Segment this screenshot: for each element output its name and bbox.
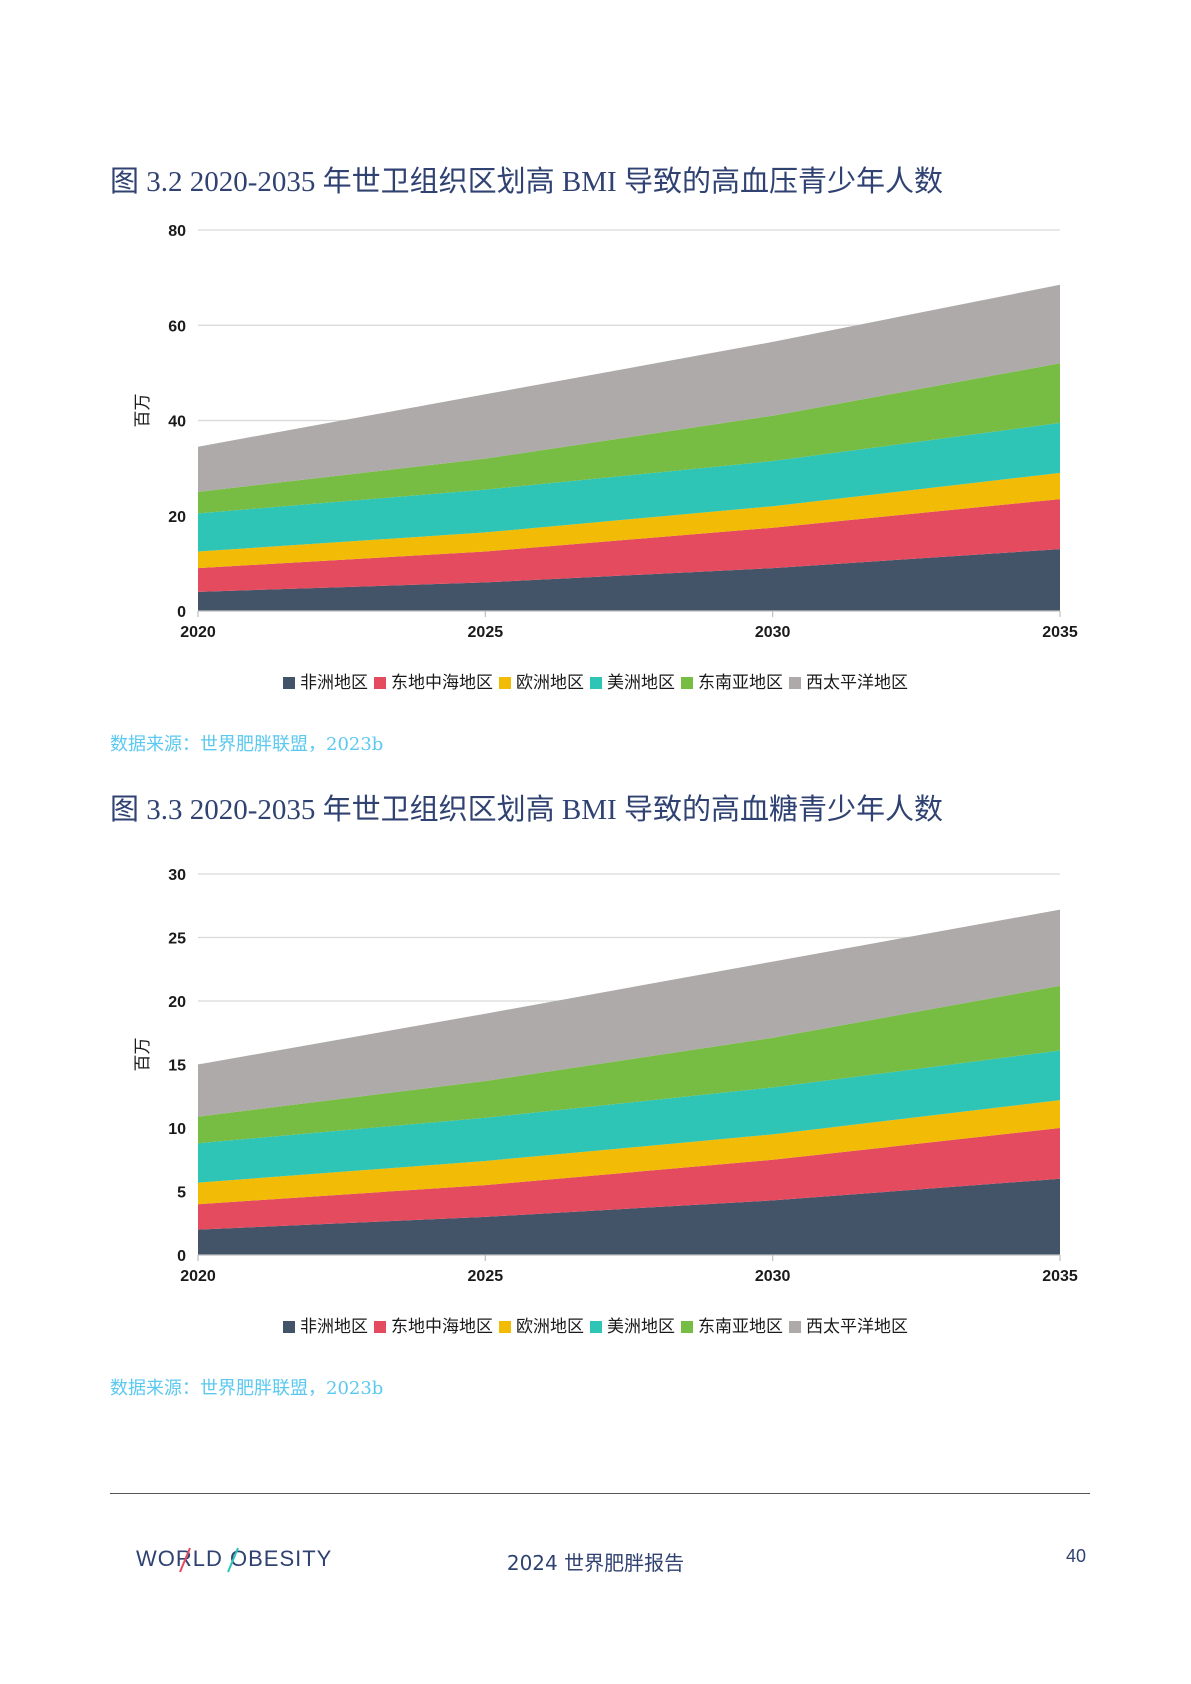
legend-item: 欧洲地区 <box>499 668 584 693</box>
legend-label: 西太平洋地区 <box>806 1317 908 1337</box>
y-axis-label: 百万 <box>133 1038 153 1072</box>
x-tick-label: 2035 <box>1042 624 1078 641</box>
legend-item: 东地中海地区 <box>374 668 493 693</box>
x-tick-label: 2025 <box>468 1268 504 1285</box>
legend-item: 美洲地区 <box>590 668 675 693</box>
area-series <box>198 909 1060 1117</box>
legend-swatch <box>681 677 693 689</box>
legend-label: 欧洲地区 <box>516 673 584 693</box>
area-series <box>198 363 1060 514</box>
report-title: 2024 世界肥胖报告 <box>506 1551 685 1575</box>
legend-item: 东南亚地区 <box>681 1312 783 1337</box>
y-tick-label: 30 <box>168 867 186 884</box>
area-series <box>198 472 1060 569</box>
area-series <box>198 499 1060 592</box>
area-series <box>198 549 1060 611</box>
legend-label: 非洲地区 <box>300 673 368 693</box>
x-tick-label: 2030 <box>755 624 791 641</box>
y-axis-label: 百万 <box>133 394 153 428</box>
legend-item: 东南亚地区 <box>681 668 783 693</box>
legend-swatch <box>681 1321 693 1333</box>
area-series <box>198 422 1060 552</box>
y-tick-label: 20 <box>168 994 186 1011</box>
page-number: 40 <box>1066 1546 1087 1566</box>
area-series <box>198 1100 1060 1205</box>
legend-item: 西太平洋地区 <box>789 668 908 693</box>
legend-item: 西太平洋地区 <box>789 1312 908 1337</box>
legend-swatch <box>789 677 801 689</box>
legend-swatch <box>590 1321 602 1333</box>
y-tick-label: 15 <box>168 1058 186 1075</box>
legend-label: 东地中海地区 <box>391 1317 493 1337</box>
legend-item: 非洲地区 <box>283 668 368 693</box>
y-tick-label: 60 <box>168 318 186 335</box>
hypertension-chart-legend: 非洲地区 东地中海地区 欧洲地区 美洲地区 东南亚地区 西太平洋地区 <box>0 668 1191 693</box>
legend-swatch <box>374 1321 386 1333</box>
area-series <box>198 985 1060 1144</box>
footer-divider <box>110 1493 1090 1494</box>
legend-label: 美洲地区 <box>607 1317 675 1337</box>
legend-item: 非洲地区 <box>283 1312 368 1337</box>
area-series <box>198 1178 1060 1255</box>
legend-label: 西太平洋地区 <box>806 673 908 693</box>
legend-label: 美洲地区 <box>607 673 675 693</box>
hyperglycemia-area-chart: 0 5 10 15 20 25 30 2020 2025 2030 2035 百万 <box>0 840 1191 1340</box>
legend-label: 非洲地区 <box>300 1317 368 1337</box>
area-series <box>198 284 1060 492</box>
legend-swatch <box>499 1321 511 1333</box>
area-series <box>198 1128 1060 1230</box>
legend-swatch <box>374 677 386 689</box>
hypertension-area-chart: 0 20 40 60 80 2020 2025 2030 2035 百万 <box>0 200 1191 700</box>
legend-label: 欧洲地区 <box>516 1317 584 1337</box>
hyperglycemia-chart-legend: 非洲地区 东地中海地区 欧洲地区 美洲地区 东南亚地区 西太平洋地区 <box>0 1312 1191 1337</box>
y-tick-label: 40 <box>168 414 186 431</box>
x-tick-label: 2025 <box>468 624 504 641</box>
logo-slash-icon <box>179 1547 239 1573</box>
y-tick-label: 10 <box>168 1121 186 1138</box>
legend-swatch <box>499 677 511 689</box>
y-tick-label: 25 <box>168 931 186 948</box>
y-tick-label: 20 <box>168 509 186 526</box>
x-tick-label: 2020 <box>180 624 216 641</box>
y-tick-label: 80 <box>168 223 186 240</box>
legend-label: 东南亚地区 <box>698 1317 783 1337</box>
legend-swatch <box>590 677 602 689</box>
legend-swatch <box>283 1321 295 1333</box>
figure-3-2-title: 图 3.2 2020-2035 年世卫组织区划高 BMI 导致的高血压青少年人数 <box>110 166 943 198</box>
chart-svg: 0 20 40 60 80 2020 2025 2030 2035 百万 <box>133 223 1078 641</box>
figure-3-3-source: 数据来源：世界肥胖联盟，2023b <box>110 1378 384 1399</box>
x-tick-label: 2020 <box>180 1268 216 1285</box>
y-tick-label: 0 <box>177 1248 186 1265</box>
legend-swatch <box>789 1321 801 1333</box>
legend-item: 欧洲地区 <box>499 1312 584 1337</box>
area-series <box>198 1050 1060 1183</box>
legend-swatch <box>283 677 295 689</box>
legend-item: 东地中海地区 <box>374 1312 493 1337</box>
legend-label: 东地中海地区 <box>391 673 493 693</box>
x-tick-label: 2035 <box>1042 1268 1078 1285</box>
figure-3-3-title: 图 3.3 2020-2035 年世卫组织区划高 BMI 导致的高血糖青少年人数 <box>110 794 943 826</box>
y-tick-label: 0 <box>177 604 186 621</box>
world-obesity-logo: WORLD OBESITY <box>136 1546 332 1573</box>
x-tick-label: 2030 <box>755 1268 791 1285</box>
legend-item: 美洲地区 <box>590 1312 675 1337</box>
legend-label: 东南亚地区 <box>698 673 783 693</box>
y-tick-label: 5 <box>177 1185 186 1202</box>
figure-3-2-source: 数据来源：世界肥胖联盟，2023b <box>110 734 384 755</box>
